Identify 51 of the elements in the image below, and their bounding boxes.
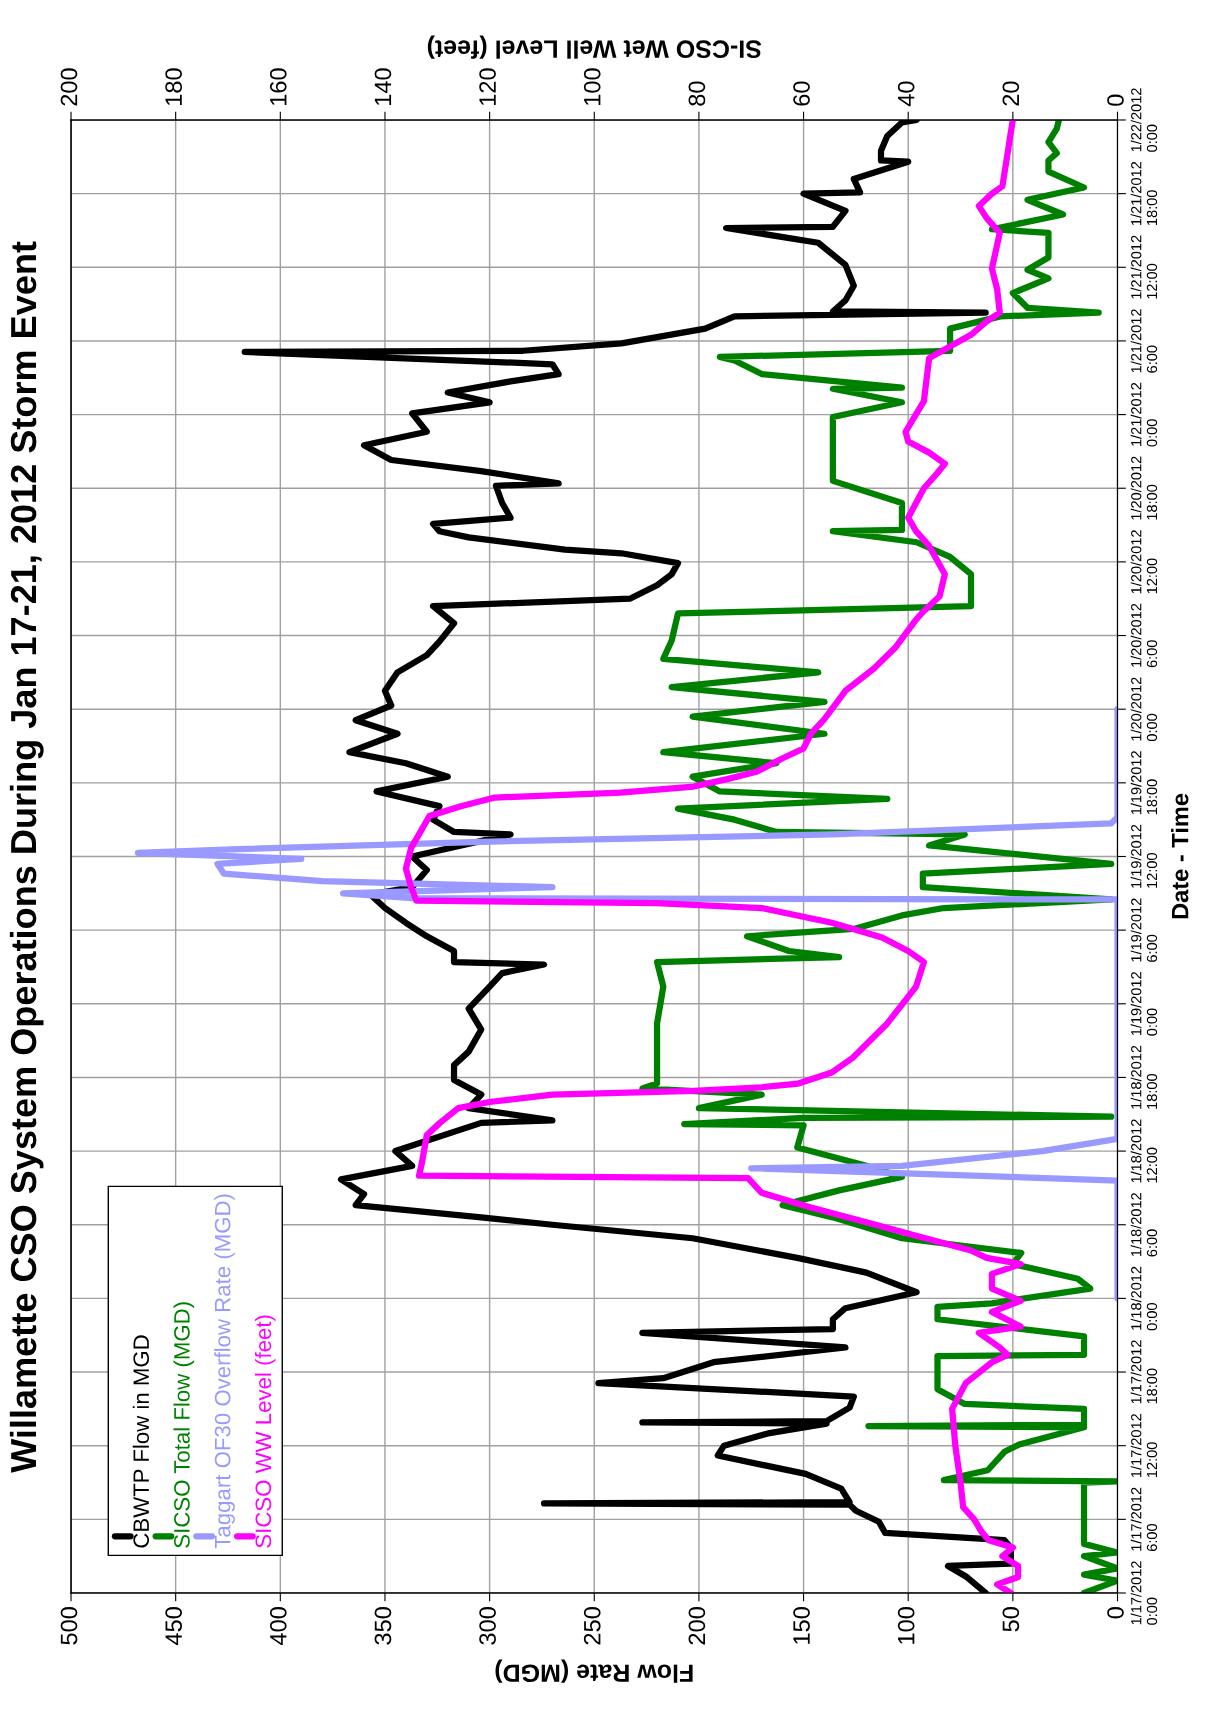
y-tick-label: 1/17/2012 18:00 bbox=[1130, 1340, 1158, 1404]
y-tick-label: 1/19/2012 6:00 bbox=[1130, 898, 1158, 962]
x-tick-label: 350 bbox=[374, 1607, 392, 1645]
y-tick-label: 1/18/2012 0:00 bbox=[1130, 1266, 1158, 1331]
y-tick-label: 1/21/2012 0:00 bbox=[1130, 382, 1158, 447]
x2-tick-label: 200 bbox=[60, 68, 78, 106]
x-tick-label: 0 bbox=[1107, 1607, 1124, 1619]
x2-tick-label: 0 bbox=[1107, 94, 1124, 106]
y-tick-label: 1/18/2012 18:00 bbox=[1130, 1045, 1158, 1109]
y-tick-label: 1/21/2012 12:00 bbox=[1130, 235, 1158, 299]
y-tick-label: 1/18/2012 6:00 bbox=[1130, 1193, 1158, 1257]
x2-tick-label: 100 bbox=[583, 68, 601, 105]
x-tick-label: 150 bbox=[793, 1607, 810, 1644]
text: Willamette CSO System Operations During Jan 17-21, 2012 Storm Event bbox=[9, 241, 44, 1473]
text: Taggart OF30 Overflow Rate (MGD) bbox=[214, 1194, 235, 1549]
x2-tick-label: 120 bbox=[479, 68, 496, 105]
y-axis-title: Date - Time bbox=[1171, 793, 1189, 919]
x2-axis-title: SI-CSO Wet Well Level (feet) bbox=[427, 35, 762, 59]
y-tick-label: 1/22/2012 0:00 bbox=[1130, 88, 1158, 152]
y-tick-label: 1/19/2012 0:00 bbox=[1130, 972, 1158, 1036]
y-tick-label: 1/20/2012 6:00 bbox=[1130, 603, 1158, 668]
text: SICSO Total Flow (MGD) bbox=[173, 1302, 195, 1548]
x-tick-label: 200 bbox=[688, 1607, 706, 1645]
x-tick-label: 400 bbox=[269, 1607, 287, 1646]
x2-tick-label: 80 bbox=[688, 81, 706, 106]
x-tick-label: 300 bbox=[479, 1607, 496, 1645]
y-tick-label: 1/20/2012 18:00 bbox=[1130, 456, 1158, 520]
x2-tick-label: 40 bbox=[897, 81, 915, 107]
y-tick-label: 1/18/2012 12:00 bbox=[1130, 1119, 1158, 1183]
y-tick-label: 1/20/2012 0:00 bbox=[1130, 677, 1158, 742]
x-tick-label: 50 bbox=[1002, 1607, 1020, 1632]
x2-tick-label: 20 bbox=[1002, 81, 1020, 106]
y-tick-label: 1/17/2012 12:00 bbox=[1130, 1413, 1158, 1478]
x2-tick-label: 180 bbox=[165, 68, 182, 105]
x2-tick-label: 60 bbox=[793, 81, 810, 106]
x-axis-title: Flow Rate (MGD) bbox=[495, 1659, 693, 1683]
y-tick-label: 1/20/2012 12:00 bbox=[1130, 530, 1158, 594]
y-tick-label: 1/19/2012 12:00 bbox=[1130, 824, 1158, 888]
x-tick-label: 500 bbox=[60, 1607, 78, 1645]
x2-tick-label: 160 bbox=[269, 68, 287, 105]
y-tick-label: 1/19/2012 18:00 bbox=[1130, 751, 1158, 815]
x2-tick-label: 140 bbox=[374, 68, 392, 105]
y-tick-label: 1/17/2012 6:00 bbox=[1130, 1487, 1158, 1552]
text: CBWTP Flow in MGD bbox=[132, 1335, 150, 1548]
x-tick-label: 100 bbox=[897, 1607, 915, 1644]
y-tick-label: 1/17/2012 0:00 bbox=[1130, 1561, 1158, 1625]
x-tick-label: 450 bbox=[165, 1607, 182, 1646]
x-tick-label: 250 bbox=[583, 1607, 601, 1645]
y-tick-label: 1/21/2012 6:00 bbox=[1130, 309, 1158, 373]
y-tick-label: 1/21/2012 18:00 bbox=[1130, 161, 1158, 225]
text: SICSO WW Level (feet) bbox=[254, 1315, 276, 1548]
